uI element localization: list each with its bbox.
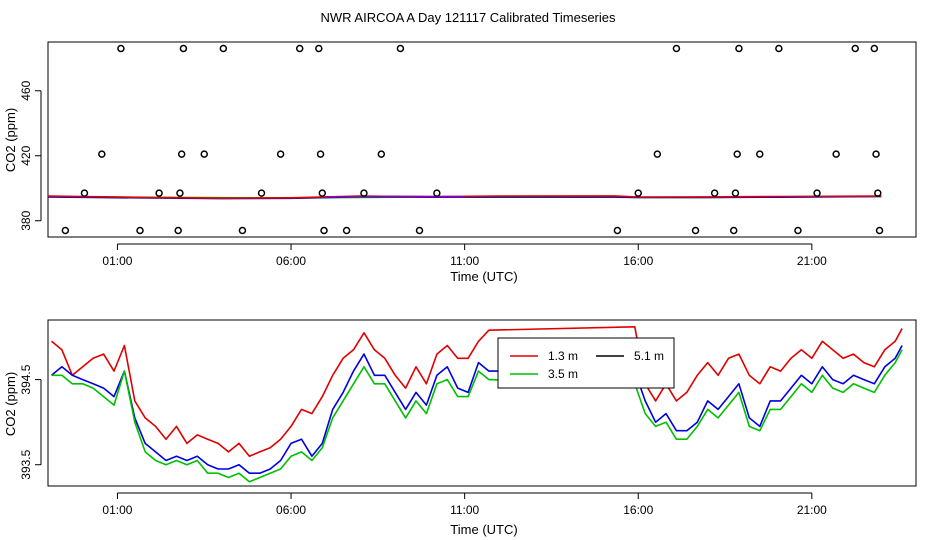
legend-box <box>497 337 675 389</box>
series-line <box>51 349 903 483</box>
plot-frame-bottom <box>47 319 917 487</box>
series-line <box>325 195 465 198</box>
data-point <box>238 226 247 235</box>
data-point <box>342 226 351 235</box>
data-point <box>832 150 840 158</box>
data-point <box>875 226 884 235</box>
data-point <box>117 44 125 53</box>
y-tick-label: 393.5 <box>19 449 33 479</box>
top-y-axis-label: CO2 (ppm) <box>3 108 18 172</box>
top-x-axis: 01:00 06:00 11:00 16:00 21:00 <box>102 243 827 268</box>
y-tick-label: 460 <box>19 80 33 100</box>
legend-label-3-5m: 3.5 m <box>548 367 578 381</box>
data-point <box>320 226 328 235</box>
data-point <box>360 189 368 197</box>
bottom-series-group <box>50 325 903 483</box>
x-tick-label: 06:00 <box>276 503 306 517</box>
data-point <box>396 44 405 53</box>
y-tick-label: 394.5 <box>19 364 33 394</box>
data-point <box>672 44 681 53</box>
top-y-axis: 380 420 460 <box>19 80 42 231</box>
x-tick-label: 16:00 <box>623 254 653 268</box>
data-point <box>155 189 163 197</box>
data-point <box>276 150 285 158</box>
data-point <box>731 189 740 197</box>
y-tick-label: 380 <box>19 210 33 230</box>
data-point <box>377 150 386 158</box>
data-point <box>733 150 741 158</box>
data-point <box>315 44 323 53</box>
chart-title: NWR AIRCOA A Day 121117 Calibrated Times… <box>320 10 616 25</box>
data-point <box>794 226 802 235</box>
series-line <box>50 325 903 458</box>
data-point <box>257 189 266 197</box>
data-point <box>433 189 441 197</box>
data-point <box>80 189 89 197</box>
x-tick-label: 16:00 <box>623 503 653 517</box>
x-tick-label: 21:00 <box>797 503 827 517</box>
data-point <box>176 189 184 197</box>
data-point <box>179 44 188 53</box>
x-tick-label: 21:00 <box>797 254 827 268</box>
bottom-panel: 01:00 06:00 11:00 16:00 21:00 393.5 394.5 Tim… <box>3 319 917 537</box>
data-point <box>874 189 882 197</box>
data-point <box>415 226 424 235</box>
data-point <box>174 226 182 235</box>
series-line <box>50 345 903 475</box>
bottom-y-axis: 393.5 394.5 <box>19 364 42 480</box>
data-point <box>775 44 783 53</box>
data-point <box>177 150 186 158</box>
x-tick-label: 11:00 <box>450 254 479 268</box>
data-point <box>136 226 144 235</box>
y-tick-label: 420 <box>19 145 33 165</box>
top-panel: 01:00 06:00 11:00 16:00 21:00 380 420 460 Time… <box>3 41 917 284</box>
data-point <box>813 189 821 197</box>
data-point <box>316 150 325 158</box>
data-point <box>200 150 208 158</box>
data-point <box>219 44 228 53</box>
series-line <box>47 195 882 199</box>
plot-frame-top <box>47 41 917 238</box>
data-point <box>318 189 327 197</box>
data-point <box>653 150 662 158</box>
data-point <box>98 150 106 158</box>
data-point <box>872 150 880 158</box>
bottom-x-axis-label: Time (UTC) <box>450 522 517 537</box>
legend: 1.3 m 5.1 m 3.5 m <box>497 337 675 389</box>
data-point <box>613 226 622 235</box>
data-point <box>735 44 743 53</box>
data-point <box>710 189 719 197</box>
legend-label-1-3m: 1.3 m <box>548 349 578 363</box>
legend-label-5-1m: 5.1 m <box>634 349 664 363</box>
data-point <box>870 44 879 53</box>
data-point <box>295 44 304 53</box>
x-tick-label: 01:00 <box>102 503 132 517</box>
data-point <box>756 150 764 158</box>
x-tick-label: 06:00 <box>276 254 306 268</box>
x-tick-label: 01:00 <box>102 254 132 268</box>
data-point <box>691 226 700 235</box>
data-point <box>61 226 70 235</box>
data-point <box>729 226 738 235</box>
data-point <box>851 44 859 53</box>
bottom-x-axis: 01:00 06:00 11:00 16:00 21:00 <box>102 492 827 517</box>
top-points-group <box>61 44 884 235</box>
top-series-group <box>47 195 882 200</box>
x-tick-label: 11:00 <box>450 503 479 517</box>
top-x-axis-label: Time (UTC) <box>450 269 517 284</box>
bottom-y-axis-label: CO2 (ppm) <box>3 372 18 436</box>
data-point <box>634 189 642 197</box>
